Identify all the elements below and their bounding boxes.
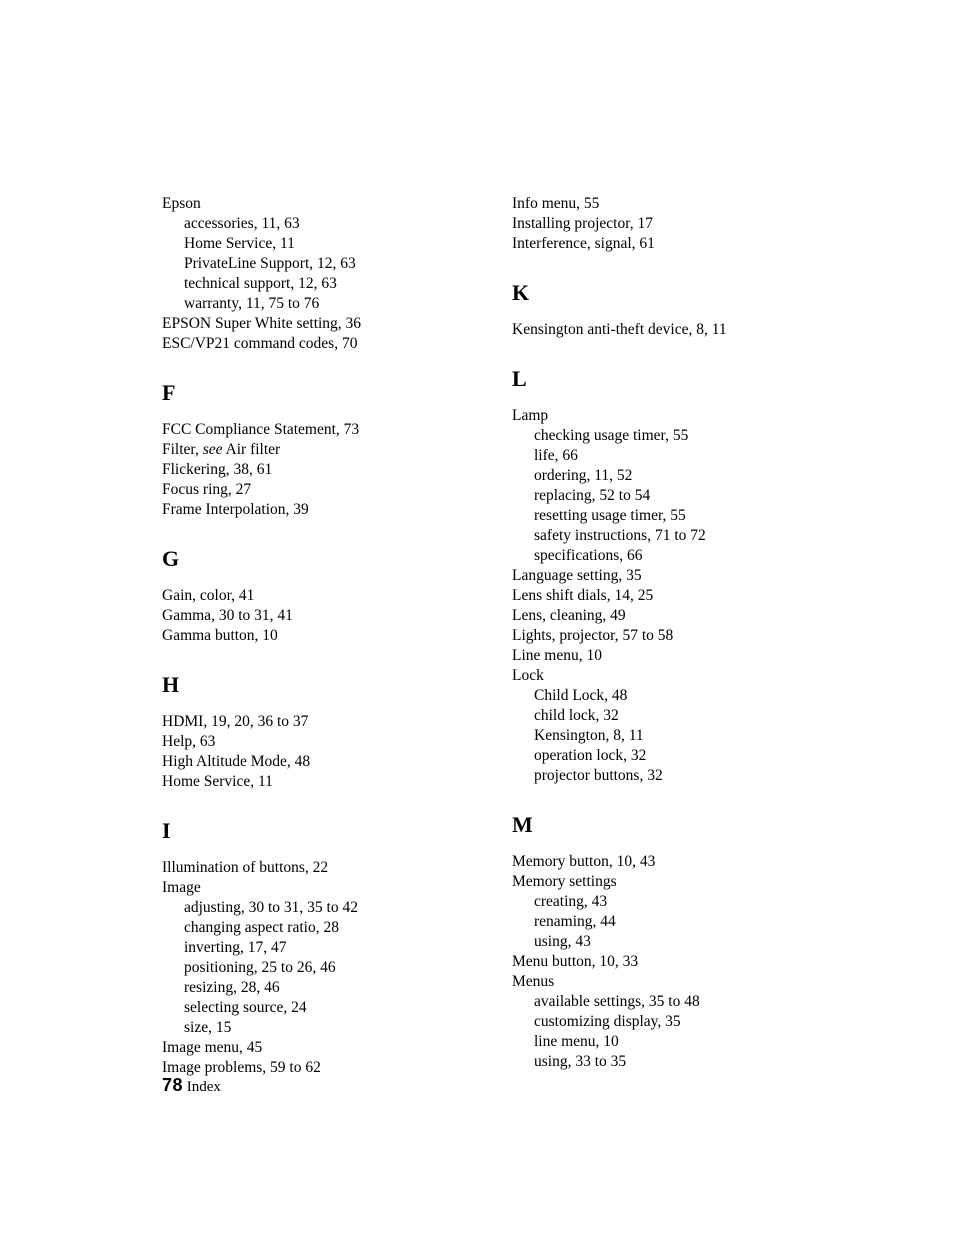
- index-entry: Focus ring, 27: [162, 480, 452, 500]
- index-entry: Filter, see Air filter: [162, 440, 452, 460]
- index-section-heading: G: [162, 546, 452, 572]
- index-entry: Epson: [162, 194, 452, 214]
- index-entry: Interference, signal, 61: [512, 234, 802, 254]
- index-subentry: PrivateLine Support, 12, 63: [162, 254, 452, 274]
- index-entry: Info menu, 55: [512, 194, 802, 214]
- index-entry: Menu button, 10, 33: [512, 952, 802, 972]
- page-number: 78: [162, 1075, 183, 1095]
- index-entry: FCC Compliance Statement, 73: [162, 420, 452, 440]
- index-entry: Frame Interpolation, 39: [162, 500, 452, 520]
- index-subentry: Child Lock, 48: [512, 686, 802, 706]
- index-columns: Epsonaccessories, 11, 63Home Service, 11…: [162, 194, 802, 1078]
- index-entry: Gain, color, 41: [162, 586, 452, 606]
- index-subentry: size, 15: [162, 1018, 452, 1038]
- index-entry: Gamma button, 10: [162, 626, 452, 646]
- index-subentry: projector buttons, 32: [512, 766, 802, 786]
- index-subentry: selecting source, 24: [162, 998, 452, 1018]
- index-subentry: accessories, 11, 63: [162, 214, 452, 234]
- index-subentry: replacing, 52 to 54: [512, 486, 802, 506]
- index-entry: ESC/VP21 command codes, 70: [162, 334, 452, 354]
- index-section-heading: L: [512, 366, 802, 392]
- index-entry: Installing projector, 17: [512, 214, 802, 234]
- index-subentry: line menu, 10: [512, 1032, 802, 1052]
- index-entry: High Altitude Mode, 48: [162, 752, 452, 772]
- index-entry: Memory button, 10, 43: [512, 852, 802, 872]
- index-subentry: adjusting, 30 to 31, 35 to 42: [162, 898, 452, 918]
- index-entry: Memory settings: [512, 872, 802, 892]
- index-entry: Flickering, 38, 61: [162, 460, 452, 480]
- index-entry: Illumination of buttons, 22: [162, 858, 452, 878]
- index-subentry: Home Service, 11: [162, 234, 452, 254]
- index-entry: Lens, cleaning, 49: [512, 606, 802, 626]
- index-subentry: changing aspect ratio, 28: [162, 918, 452, 938]
- index-subentry: ordering, 11, 52: [512, 466, 802, 486]
- index-subentry: positioning, 25 to 26, 46: [162, 958, 452, 978]
- index-subentry: child lock, 32: [512, 706, 802, 726]
- index-subentry: renaming, 44: [512, 912, 802, 932]
- index-subentry: customizing display, 35: [512, 1012, 802, 1032]
- index-subentry: Kensington, 8, 11: [512, 726, 802, 746]
- index-column-right: Info menu, 55Installing projector, 17Int…: [512, 194, 802, 1078]
- index-subentry: warranty, 11, 75 to 76: [162, 294, 452, 314]
- footer-label: Index: [187, 1079, 221, 1095]
- index-section-heading: H: [162, 672, 452, 698]
- index-subentry: safety instructions, 71 to 72: [512, 526, 802, 546]
- index-entry: Lens shift dials, 14, 25: [512, 586, 802, 606]
- index-entry: Help, 63: [162, 732, 452, 752]
- index-subentry: operation lock, 32: [512, 746, 802, 766]
- index-subentry: using, 43: [512, 932, 802, 952]
- index-section-heading: I: [162, 818, 452, 844]
- index-entry: Lock: [512, 666, 802, 686]
- index-entry: Image: [162, 878, 452, 898]
- index-entry: Line menu, 10: [512, 646, 802, 666]
- index-column-left: Epsonaccessories, 11, 63Home Service, 11…: [162, 194, 452, 1078]
- index-subentry: using, 33 to 35: [512, 1052, 802, 1072]
- index-entry: EPSON Super White setting, 36: [162, 314, 452, 334]
- index-entry: Lights, projector, 57 to 58: [512, 626, 802, 646]
- index-subentry: specifications, 66: [512, 546, 802, 566]
- index-subentry: checking usage timer, 55: [512, 426, 802, 446]
- index-section-heading: M: [512, 812, 802, 838]
- index-entry: Language setting, 35: [512, 566, 802, 586]
- index-entry: HDMI, 19, 20, 36 to 37: [162, 712, 452, 732]
- index-entry: Image menu, 45: [162, 1038, 452, 1058]
- index-subentry: resetting usage timer, 55: [512, 506, 802, 526]
- index-page: Epsonaccessories, 11, 63Home Service, 11…: [162, 194, 802, 1078]
- index-subentry: available settings, 35 to 48: [512, 992, 802, 1012]
- index-subentry: life, 66: [512, 446, 802, 466]
- index-entry: Gamma, 30 to 31, 41: [162, 606, 452, 626]
- index-entry: Menus: [512, 972, 802, 992]
- index-section-heading: K: [512, 280, 802, 306]
- index-subentry: technical support, 12, 63: [162, 274, 452, 294]
- index-subentry: inverting, 17, 47: [162, 938, 452, 958]
- index-subentry: resizing, 28, 46: [162, 978, 452, 998]
- index-section-heading: F: [162, 380, 452, 406]
- index-entry: Kensington anti-theft device, 8, 11: [512, 320, 802, 340]
- index-entry: Home Service, 11: [162, 772, 452, 792]
- index-subentry: creating, 43: [512, 892, 802, 912]
- index-entry: Lamp: [512, 406, 802, 426]
- page-footer: 78 Index: [162, 1075, 221, 1096]
